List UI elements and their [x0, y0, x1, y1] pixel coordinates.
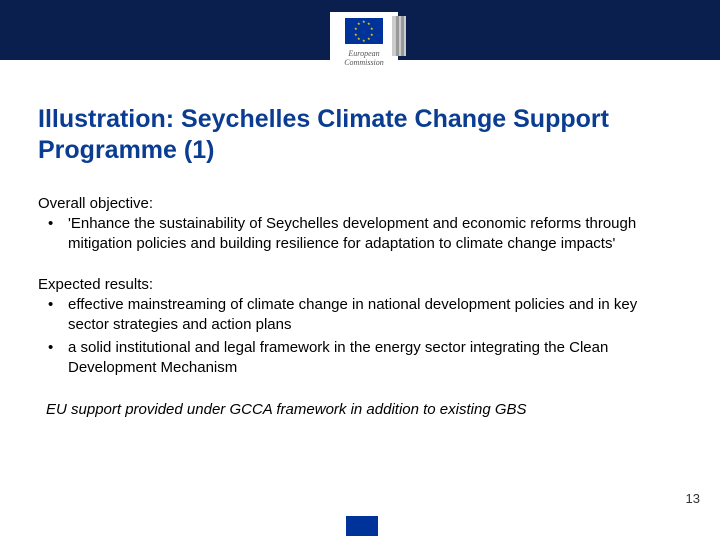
footer-eu-flag-icon [346, 516, 378, 536]
logo-text: European Commission [344, 50, 384, 68]
section-objective: Overall objective: 'Enhance the sustaina… [38, 195, 682, 255]
slide-title: Illustration: Seychelles Climate Change … [38, 104, 682, 167]
eu-flag-icon: ★ ★ ★ ★ ★ ★ ★ ★ ★ ★ [345, 18, 383, 44]
ec-logo: ★ ★ ★ ★ ★ ★ ★ ★ ★ ★ European Commission [330, 12, 398, 92]
section-heading: Overall objective: [38, 195, 682, 212]
bullet-list: effective mainstreaming of climate chang… [38, 295, 682, 378]
logo-line1: European [348, 49, 379, 58]
logo-line2: Commission [344, 58, 384, 67]
slide-content: Illustration: Seychelles Climate Change … [0, 60, 720, 420]
list-item: effective mainstreaming of climate chang… [44, 295, 682, 336]
header-band: ★ ★ ★ ★ ★ ★ ★ ★ ★ ★ European Commission [0, 0, 720, 60]
footer-note: EU support provided under GCCA framework… [38, 400, 682, 420]
list-item: a solid institutional and legal framewor… [44, 338, 682, 379]
list-item: 'Enhance the sustainability of Seychelle… [44, 214, 682, 255]
section-heading: Expected results: [38, 276, 682, 293]
section-results: Expected results: effective mainstreamin… [38, 276, 682, 378]
building-icon [392, 16, 406, 56]
page-number: 13 [686, 491, 700, 506]
bullet-list: 'Enhance the sustainability of Seychelle… [38, 214, 682, 255]
